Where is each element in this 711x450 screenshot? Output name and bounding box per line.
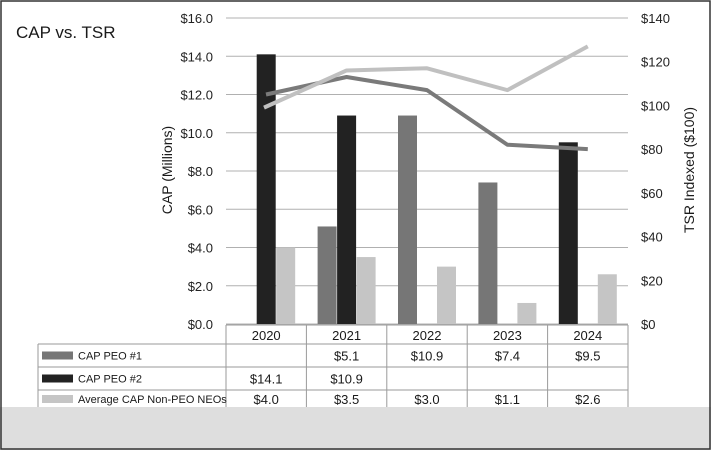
legend-swatch [42, 374, 73, 383]
left-tick-label: $0.0 [188, 317, 213, 332]
data-table: 2020 2021 2022 2023 2024 CAP PEO #1 $5.1 $10.9 $… [37, 324, 629, 408]
bottom-band [0, 407, 711, 450]
category-label: 2024 [573, 328, 602, 343]
category-label: 2022 [413, 328, 442, 343]
right-tick-label: $120 [641, 55, 670, 70]
data-label: $4.0 [254, 392, 279, 407]
legend-label: Average CAP Non-PEO NEOs [78, 394, 227, 406]
bar [558, 142, 578, 324]
right-tick-label: $100 [641, 98, 670, 113]
bar [398, 115, 417, 324]
category-label: 2020 [252, 328, 281, 343]
right-axis-title: TSR Indexed ($100) [681, 107, 697, 233]
right-tick-label: $40 [641, 230, 663, 245]
bar [517, 302, 537, 324]
data-label: $5.1 [334, 349, 359, 364]
right-tick-label: $0 [641, 317, 655, 332]
right-tick-label: $60 [641, 186, 663, 201]
legend-swatch [42, 351, 73, 360]
legend-label: CAP PEO #1 [78, 351, 142, 363]
chart-title: CAP vs. TSR [16, 23, 116, 42]
bar [478, 182, 498, 324]
legend-swatch [42, 395, 73, 403]
bar [356, 257, 376, 324]
left-axis-title: CAP (Millions) [159, 126, 175, 214]
left-tick-label: $10.0 [180, 126, 213, 141]
data-label: $3.0 [414, 392, 439, 407]
data-label: $10.9 [411, 349, 444, 364]
bar [317, 226, 337, 324]
left-tick-label: $8.0 [188, 164, 213, 179]
bar [276, 247, 296, 324]
data-label: $2.6 [575, 392, 600, 407]
left-tick-label: $12.0 [180, 88, 213, 103]
right-tick-label: $20 [641, 273, 663, 288]
left-tick-label: $2.0 [188, 279, 213, 294]
data-label: $7.4 [495, 349, 520, 364]
bar [437, 266, 456, 324]
data-label: $3.5 [334, 392, 359, 407]
tsr-lines [263, 44, 589, 152]
bar [256, 54, 276, 325]
tick-labels: $0.0 $2.0 $4.0 $6.0 $8.0 $10.0 $12.0 $14.0 $16.0… [180, 11, 669, 332]
data-label: $9.5 [575, 349, 600, 364]
left-tick-label: $14.0 [180, 49, 213, 64]
left-tick-label: $6.0 [188, 202, 213, 217]
category-label: 2021 [332, 328, 361, 343]
left-tick-label: $16.0 [180, 11, 213, 26]
data-label: $1.1 [495, 392, 520, 407]
bar [337, 115, 357, 324]
data-label: $10.9 [330, 372, 363, 387]
tsr-line [263, 44, 589, 110]
bars [256, 54, 617, 325]
right-tick-label: $140 [641, 11, 670, 26]
legend-label: CAP PEO #2 [78, 374, 142, 386]
right-tick-label: $80 [641, 142, 663, 157]
left-tick-label: $4.0 [188, 241, 213, 256]
category-label: 2023 [493, 328, 522, 343]
data-label: $14.1 [250, 372, 283, 387]
bar [597, 274, 617, 324]
